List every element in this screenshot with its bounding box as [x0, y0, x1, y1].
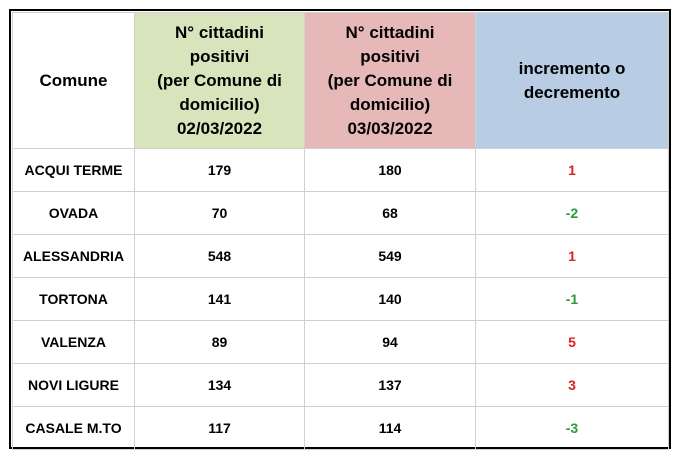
table-row: ALESSANDRIA 548 549 1	[12, 234, 669, 278]
cell-comune: TORTONA	[12, 277, 135, 321]
table-row: CASALE M.TO 117 114 -3	[12, 406, 669, 450]
header-day1: N° cittadini positivi (per Comune di dom…	[134, 12, 305, 149]
table-row: TORTONA 141 140 -1	[12, 277, 669, 321]
table-frame: Comune N° cittadini positivi (per Comune…	[9, 9, 671, 450]
header-day1-date: 02/03/2022	[176, 118, 263, 138]
header-variation-line: decremento	[523, 82, 621, 102]
header-variation-line: incremento o	[518, 58, 626, 78]
cell-variation: 1	[475, 148, 669, 192]
header-variation: incremento o decremento	[475, 12, 669, 149]
cell-variation: -3	[475, 406, 669, 450]
table-row: OVADA 70 68 -2	[12, 191, 669, 235]
cell-variation: -2	[475, 191, 669, 235]
cell-day2: 68	[304, 191, 476, 235]
cell-day2: 94	[304, 320, 476, 364]
positives-table: Comune N° cittadini positivi (per Comune…	[12, 12, 669, 450]
cell-day1: 70	[134, 191, 305, 235]
cell-comune: NOVI LIGURE	[12, 363, 135, 407]
header-day1-line: positivi	[189, 46, 250, 66]
header-day2-line: domicilio)	[349, 94, 431, 114]
cell-comune: ACQUI TERME	[12, 148, 135, 192]
table-row: VALENZA 89 94 5	[12, 320, 669, 364]
header-day1-line: N° cittadini	[175, 22, 264, 42]
cell-variation: 1	[475, 234, 669, 278]
cell-day2: 140	[304, 277, 476, 321]
table-row: ACQUI TERME 179 180 1	[12, 148, 669, 192]
cell-day1: 89	[134, 320, 305, 364]
cell-variation: -1	[475, 277, 669, 321]
header-day2-line: (per Comune di	[327, 70, 453, 90]
cell-day1: 548	[134, 234, 305, 278]
header-comune: Comune	[12, 12, 135, 149]
cell-day2: 180	[304, 148, 476, 192]
header-day2-date: 03/03/2022	[347, 118, 433, 138]
table-row: NOVI LIGURE 134 137 3	[12, 363, 669, 407]
header-day1-line: domicilio)	[179, 94, 260, 114]
header-row: Comune N° cittadini positivi (per Comune…	[12, 12, 669, 149]
header-day2-line: positivi	[360, 46, 420, 66]
cell-comune: VALENZA	[12, 320, 135, 364]
cell-variation: 3	[475, 363, 669, 407]
cell-day1: 179	[134, 148, 305, 192]
cell-day2: 549	[304, 234, 476, 278]
header-day1-line: (per Comune di	[157, 70, 282, 90]
cell-variation: 5	[475, 320, 669, 364]
cell-day2: 137	[304, 363, 476, 407]
cell-comune: ALESSANDRIA	[12, 234, 135, 278]
cell-day1: 134	[134, 363, 305, 407]
cell-day2: 114	[304, 406, 476, 450]
cell-day1: 141	[134, 277, 305, 321]
cell-day1: 117	[134, 406, 305, 450]
header-day2: N° cittadini positivi (per Comune di dom…	[304, 12, 476, 149]
cell-comune: OVADA	[12, 191, 135, 235]
header-day2-line: N° cittadini	[345, 22, 435, 42]
cell-comune: CASALE M.TO	[12, 406, 135, 450]
header-comune-label: Comune	[39, 70, 108, 90]
